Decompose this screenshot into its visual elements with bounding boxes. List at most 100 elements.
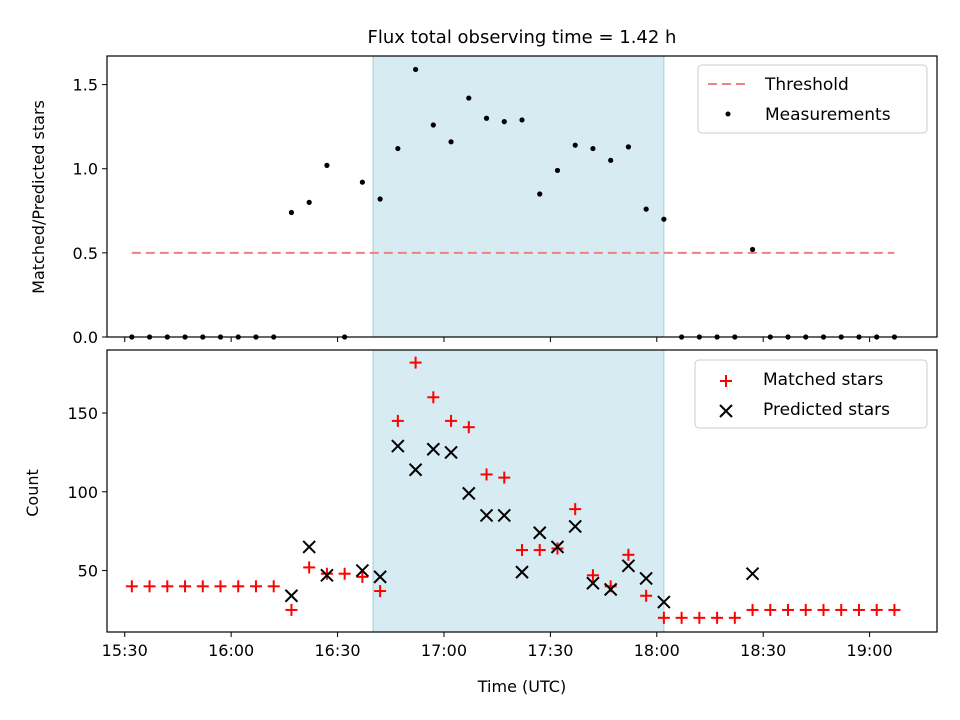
matched-stars-point bbox=[267, 580, 280, 593]
predicted-stars-point bbox=[284, 589, 299, 603]
matched-stars-point bbox=[356, 570, 369, 583]
measurements-point bbox=[359, 179, 365, 185]
predicted-stars-point bbox=[320, 568, 334, 582]
y-tick-label: 150 bbox=[67, 404, 98, 423]
chart-title: Flux total observing time = 1.42 h bbox=[368, 27, 677, 48]
x-tick-label: 16:00 bbox=[208, 641, 254, 660]
matched-stars-point bbox=[870, 603, 883, 616]
matched-stars-point bbox=[462, 421, 475, 434]
matched-stars-point bbox=[622, 548, 635, 561]
x-tick-label: 19:00 bbox=[847, 641, 893, 660]
x-tick-label: 18:00 bbox=[634, 641, 680, 660]
matched-stars-point bbox=[782, 603, 795, 616]
measurements-point bbox=[448, 139, 454, 145]
measurements-point bbox=[306, 199, 312, 205]
x-tick-label: 16:30 bbox=[315, 641, 361, 660]
predicted-stars-point bbox=[426, 442, 441, 456]
predicted-stars-point bbox=[745, 567, 760, 581]
measurements-point bbox=[466, 95, 472, 101]
matched-stars-point bbox=[320, 567, 333, 580]
measurements-point bbox=[324, 162, 330, 168]
count-legend-box bbox=[694, 359, 928, 429]
measurements-point bbox=[749, 246, 756, 253]
matched-stars-point bbox=[480, 468, 493, 481]
matched-stars-point bbox=[391, 414, 404, 427]
legend-matched-label: Matched stars bbox=[763, 370, 883, 390]
ratio-y-axis-label: Matched/Predicted stars bbox=[29, 100, 48, 294]
predicted-stars-point bbox=[621, 559, 636, 573]
predicted-stars-point bbox=[462, 486, 476, 501]
matched-stars-point bbox=[249, 580, 262, 593]
matched-stars-point bbox=[711, 611, 724, 624]
ratio-panel-frame bbox=[106, 55, 938, 338]
predicted-stars-point bbox=[657, 595, 671, 609]
predicted-stars-point bbox=[568, 519, 582, 534]
matched-stars-point bbox=[179, 580, 192, 593]
measurements-point bbox=[608, 157, 614, 163]
matched-stars-point bbox=[817, 603, 830, 616]
legend-predicted-swatch bbox=[719, 404, 733, 418]
legend-measurements-swatch bbox=[725, 111, 731, 117]
matched-stars-point bbox=[445, 414, 458, 427]
measurements-point bbox=[377, 196, 383, 202]
x-tick-label: 18:30 bbox=[740, 641, 786, 660]
x-tick-label: 17:00 bbox=[421, 641, 467, 660]
measurements-point bbox=[661, 216, 667, 222]
matched-stars-point bbox=[640, 589, 653, 602]
measurements-point bbox=[412, 66, 419, 73]
matched-stars-point bbox=[374, 585, 387, 598]
y-tick-label: 0.0 bbox=[73, 328, 98, 347]
y-tick-label: 1.0 bbox=[73, 160, 98, 179]
legend-predicted-label: Predicted stars bbox=[763, 400, 890, 420]
predicted-stars-point bbox=[373, 570, 387, 584]
matched-stars-point bbox=[161, 580, 174, 593]
measurements-point bbox=[572, 142, 578, 148]
x-axis-label: Time (UTC) bbox=[477, 677, 566, 696]
ratio-x-ticks bbox=[124, 337, 871, 342]
count-observing-window bbox=[372, 349, 665, 633]
matched-stars-point bbox=[835, 603, 848, 616]
matched-stars-point bbox=[551, 542, 564, 555]
measurements-point bbox=[519, 117, 525, 123]
matched-stars-point bbox=[498, 471, 511, 484]
predicted-stars-point bbox=[444, 445, 458, 460]
legend-matched-swatch bbox=[720, 375, 732, 387]
matched-stars-point bbox=[728, 611, 741, 624]
matched-stars-point bbox=[586, 569, 599, 582]
predicted-stars-point bbox=[497, 508, 511, 523]
matched-stars-point bbox=[888, 603, 901, 616]
matched-stars-point bbox=[675, 611, 688, 624]
measurements-point bbox=[395, 145, 401, 152]
legend-threshold-label: Threshold bbox=[764, 75, 849, 95]
count-legend: Matched stars Predicted stars bbox=[694, 359, 928, 429]
measurements-point bbox=[430, 122, 436, 128]
matched-stars-point bbox=[196, 580, 209, 593]
measurements-point bbox=[590, 145, 596, 152]
predicted-stars-point bbox=[355, 563, 370, 578]
y-tick-label: 0.5 bbox=[73, 244, 98, 263]
predicted-stars-point bbox=[302, 540, 316, 554]
matched-stars-point bbox=[143, 580, 156, 593]
measurements-point bbox=[625, 144, 632, 150]
ratio-observing-window bbox=[372, 55, 665, 338]
ratio-legend: Threshold Measurements bbox=[697, 64, 928, 134]
predicted-stars-point bbox=[408, 463, 423, 477]
matched-stars-point bbox=[232, 580, 245, 593]
predicted-stars-point bbox=[515, 565, 529, 579]
ratio-panel: 0.0 0.5 1.0 1.5 Matched/Predicted stars Thr… bbox=[29, 55, 938, 347]
matched-stars-point bbox=[214, 580, 227, 593]
matched-stars-point bbox=[409, 356, 422, 369]
measurements-point bbox=[643, 206, 649, 212]
measurements-point bbox=[501, 119, 507, 125]
matched-stars-point bbox=[852, 603, 865, 616]
count-points bbox=[125, 356, 901, 624]
y-tick-label: 1.5 bbox=[73, 76, 98, 95]
measurements-point bbox=[537, 191, 543, 197]
matched-stars-point bbox=[427, 391, 440, 404]
matched-stars-point bbox=[125, 580, 138, 593]
ratio-legend-box bbox=[697, 64, 928, 134]
matched-stars-point bbox=[533, 544, 546, 557]
matched-stars-point bbox=[799, 603, 812, 616]
count-y-ticks: 50 100 150 bbox=[67, 404, 107, 581]
